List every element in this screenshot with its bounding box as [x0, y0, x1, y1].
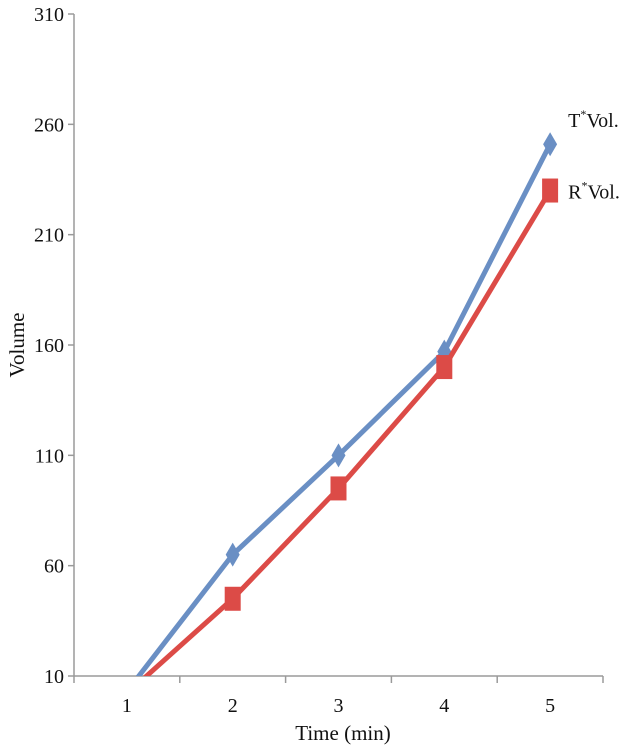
series-marker-diamond — [331, 443, 346, 468]
x-axis-label: Time (min) — [295, 721, 390, 745]
series-marker-diamond — [543, 132, 558, 157]
series-marker-square — [224, 586, 241, 611]
x-tick-label: 4 — [439, 695, 449, 717]
series-label-1: R*Vol. — [568, 179, 620, 204]
series-marker-square — [542, 178, 559, 203]
y-tick-label: 110 — [35, 445, 64, 467]
y-tick-label: 260 — [34, 114, 64, 136]
y-axis-label: Volume — [5, 313, 29, 378]
y-tick-label: 210 — [34, 225, 64, 247]
y-tick-label: 160 — [34, 335, 64, 357]
y-tick-label: 10 — [44, 666, 64, 688]
x-tick-label: 5 — [545, 695, 555, 717]
x-tick-label: 1 — [122, 695, 132, 717]
series-marker-square — [330, 476, 347, 501]
series-marker-diamond — [225, 542, 240, 567]
x-tick-label: 3 — [334, 695, 344, 717]
y-tick-label: 310 — [34, 4, 64, 26]
x-tick-label: 2 — [228, 695, 238, 717]
axes: 310 260 210 160 110 60 10 1 2 3 4 5 — [34, 4, 604, 717]
series-layer — [135, 132, 559, 676]
labels-layer: T*Vol. R*Vol. — [568, 107, 620, 203]
series-label-0: T*Vol. — [568, 107, 619, 132]
series-marker-square — [436, 355, 453, 380]
y-tick-label: 60 — [44, 556, 64, 578]
series-line-0 — [135, 143, 553, 676]
